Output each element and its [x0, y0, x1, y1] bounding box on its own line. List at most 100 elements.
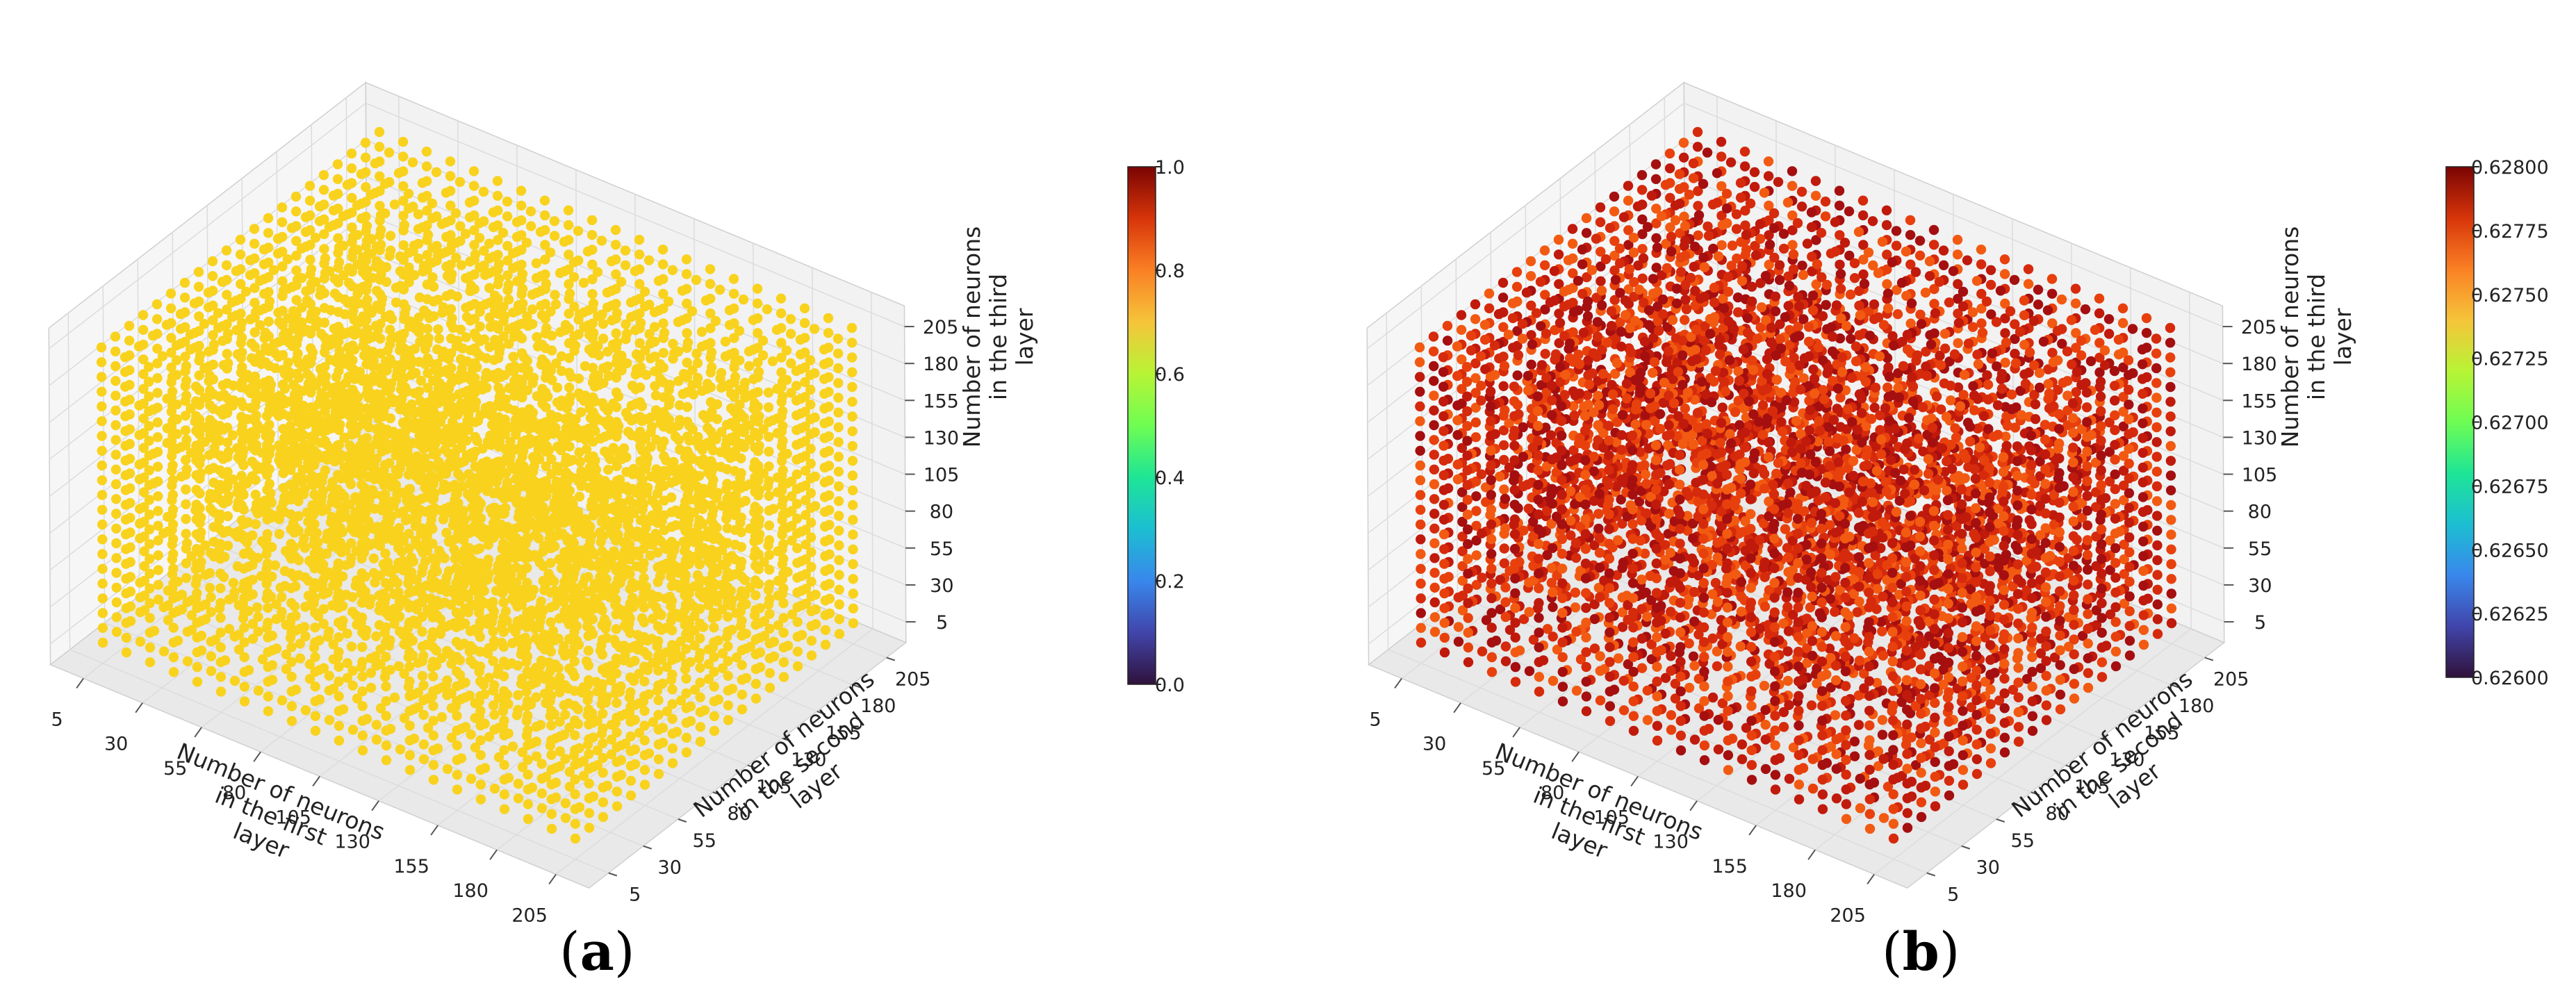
data-point — [805, 459, 816, 469]
data-point — [192, 602, 202, 613]
data-point — [368, 356, 379, 366]
data-point — [120, 470, 131, 481]
data-point — [644, 329, 655, 340]
data-point — [792, 558, 803, 568]
data-point — [559, 606, 570, 617]
data-point — [682, 337, 694, 348]
data-point — [97, 637, 108, 648]
data-point — [394, 611, 405, 622]
data-point — [143, 362, 154, 372]
data-point — [342, 179, 353, 190]
data-point — [694, 500, 705, 511]
z-tick-label: 180 — [923, 354, 959, 375]
data-point — [493, 274, 504, 284]
data-point — [238, 430, 249, 441]
data-point — [270, 363, 281, 373]
data-point — [583, 645, 593, 656]
data-point — [277, 202, 288, 213]
data-point — [546, 705, 557, 716]
data-point — [239, 666, 249, 677]
data-point — [569, 612, 580, 622]
data-point — [276, 444, 286, 455]
data-point — [681, 254, 692, 265]
data-point — [674, 415, 685, 425]
data-point — [545, 572, 556, 583]
data-point — [386, 314, 397, 324]
data-point — [338, 211, 349, 222]
data-point — [750, 486, 760, 497]
data-point — [653, 666, 664, 676]
data-point — [603, 370, 614, 381]
data-point — [688, 389, 699, 399]
data-point — [324, 670, 334, 681]
data-point — [595, 434, 606, 444]
data-point — [574, 491, 584, 502]
data-point — [512, 660, 523, 671]
data-point — [680, 511, 691, 522]
data-point — [778, 539, 789, 550]
data-point — [404, 272, 416, 282]
data-point — [319, 318, 330, 328]
data-point — [580, 361, 591, 372]
data-point — [847, 485, 858, 495]
data-point — [309, 548, 320, 559]
data-point — [397, 418, 409, 428]
data-point — [556, 351, 567, 361]
data-point — [250, 307, 261, 318]
data-point — [360, 152, 371, 163]
data-point — [832, 333, 844, 344]
data-point — [653, 518, 663, 528]
data-point — [191, 411, 202, 422]
data-point — [750, 516, 761, 527]
data-point — [559, 236, 570, 247]
data-point — [834, 555, 844, 566]
data-point — [334, 691, 344, 702]
data-point — [153, 579, 164, 590]
data-point — [737, 630, 747, 641]
data-point — [639, 720, 650, 731]
data-point — [598, 782, 608, 793]
data-point — [277, 607, 287, 617]
z-tick-label: 130 — [924, 427, 960, 449]
data-point — [772, 384, 782, 394]
data-point — [263, 677, 273, 687]
data-point — [111, 612, 122, 622]
data-point — [286, 627, 297, 638]
data-point — [694, 441, 705, 452]
data-point — [333, 484, 343, 495]
data-point — [778, 583, 789, 594]
data-point — [778, 554, 789, 564]
data-point — [367, 272, 378, 283]
data-point — [543, 445, 555, 456]
data-point — [847, 426, 858, 436]
data-point — [204, 385, 215, 396]
data-point — [498, 523, 509, 534]
data-point — [489, 290, 500, 301]
colorbar-tick-label: 0.0 — [1155, 675, 1185, 696]
data-point — [680, 481, 691, 492]
data-point — [639, 529, 649, 539]
data-point — [584, 793, 594, 804]
data-point — [206, 547, 216, 559]
data-point — [778, 509, 789, 520]
data-point — [640, 345, 650, 356]
data-point — [398, 195, 409, 206]
data-point — [667, 714, 678, 725]
data-point — [682, 298, 692, 309]
data-point — [310, 725, 321, 736]
data-point — [723, 715, 734, 725]
data-point — [97, 578, 108, 589]
data-point — [833, 466, 844, 477]
data-point — [404, 513, 414, 525]
data-point — [510, 429, 521, 440]
data-point — [736, 512, 746, 522]
data-point — [413, 253, 424, 264]
data-point — [189, 298, 200, 308]
data-point — [135, 607, 145, 618]
data-point — [215, 495, 225, 505]
colorbar-tick-label: 0.8 — [1155, 261, 1185, 282]
data-point — [97, 445, 107, 456]
data-point — [736, 453, 746, 463]
data-point — [451, 607, 461, 618]
data-point — [407, 157, 418, 167]
